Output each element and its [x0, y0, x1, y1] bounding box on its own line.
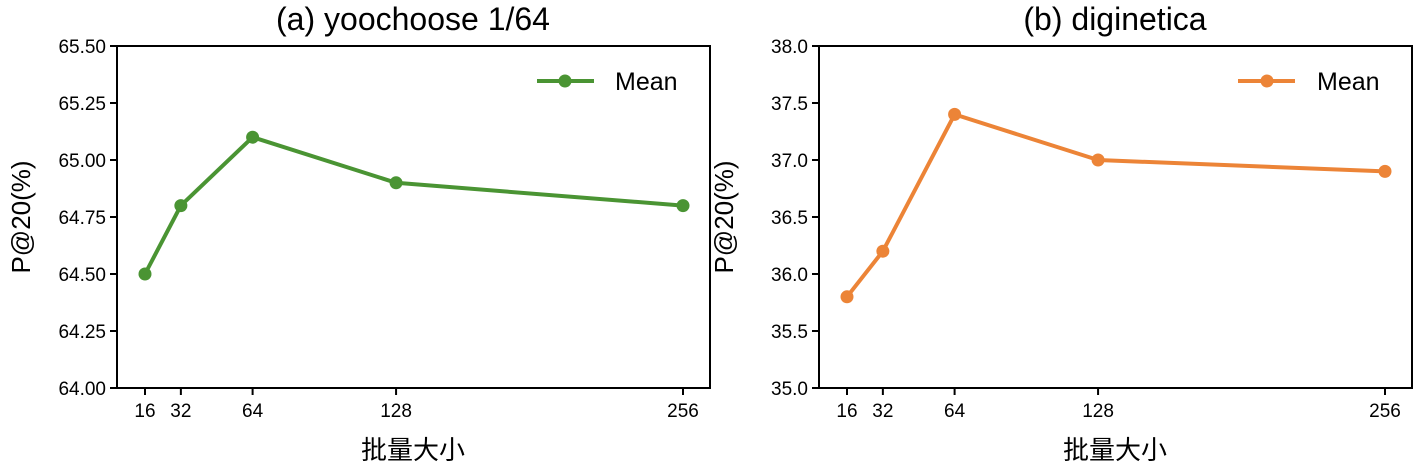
series-layer — [138, 130, 690, 281]
y-axis-ticks: 35.0 35.5 36.0 36.5 37.0 37.5 38.0 — [771, 37, 819, 400]
y-tick-label: 35.0 — [771, 379, 808, 400]
data-point — [174, 199, 188, 213]
data-point — [1091, 153, 1105, 167]
y-tick-label: 37.0 — [771, 151, 808, 172]
legend-label: Mean — [615, 68, 678, 96]
legend-marker — [558, 74, 572, 88]
legend-marker — [1260, 74, 1274, 88]
chart-panel-b: (b) diginetica 35.035.536.036.537.037.53… — [709, 1, 1413, 465]
x-tick-label: 64 — [944, 401, 966, 422]
data-point — [948, 107, 962, 121]
y-tick-label: 64.50 — [58, 265, 106, 286]
x-tick-label: 32 — [170, 401, 191, 422]
y-tick-label: 64.75 — [58, 208, 106, 229]
y-tick-label: 64.25 — [58, 322, 106, 343]
legend: Mean — [537, 68, 678, 96]
y-tick-label: 64.00 — [58, 379, 106, 400]
series-line — [143, 135, 684, 275]
series-line — [845, 112, 1386, 299]
x-tick-label: 32 — [872, 401, 893, 422]
plot-frame — [818, 45, 1413, 389]
data-point — [138, 267, 152, 281]
y-tick-label: 36.5 — [771, 208, 808, 229]
x-axis-ticks: 16 32 64 128 256 — [836, 388, 1401, 422]
y-tick-label: 65.25 — [58, 94, 106, 115]
data-point — [840, 290, 854, 304]
y-axis-ticks: 64.00 64.25 64.50 64.75 65.00 65.25 65.50 — [58, 37, 117, 400]
x-axis-label: 批量大小 — [361, 435, 465, 465]
data-point — [246, 130, 260, 144]
y-tick-label: 37.5 — [771, 94, 808, 115]
data-point — [1378, 164, 1392, 178]
x-axis-label: 批量大小 — [1063, 435, 1167, 465]
series-layer — [840, 107, 1392, 304]
y-axis-label: P@20(%) — [709, 160, 739, 273]
data-point — [389, 176, 403, 190]
y-tick-label: 65.00 — [58, 151, 106, 172]
x-tick-label: 128 — [380, 401, 412, 422]
chart-title: (b) diginetica — [1023, 1, 1206, 37]
chart-title: (a) yoochoose 1/64 — [276, 1, 550, 37]
y-tick-label: 38.0 — [771, 37, 808, 58]
legend: Mean — [1238, 68, 1380, 96]
y-tick-label: 36.0 — [771, 265, 808, 286]
x-axis-ticks: 16 32 64 128 256 — [134, 388, 699, 422]
x-tick-label: 64 — [242, 401, 264, 422]
x-tick-label: 256 — [1369, 401, 1401, 422]
y-axis-label: P@20(%) — [6, 160, 36, 273]
x-tick-label: 16 — [836, 401, 857, 422]
y-tick-label: 65.50 — [58, 37, 106, 58]
chart-panel-a: (a) yoochoose 1/64 64.0064.2564.5064.756… — [6, 1, 711, 465]
x-tick-label: 128 — [1082, 401, 1114, 422]
data-point — [876, 244, 890, 258]
plot-frame — [116, 45, 711, 389]
data-point — [676, 199, 690, 213]
x-tick-label: 256 — [667, 401, 699, 422]
legend-label: Mean — [1317, 68, 1380, 96]
x-tick-label: 16 — [134, 401, 155, 422]
y-tick-label: 35.5 — [771, 322, 808, 343]
